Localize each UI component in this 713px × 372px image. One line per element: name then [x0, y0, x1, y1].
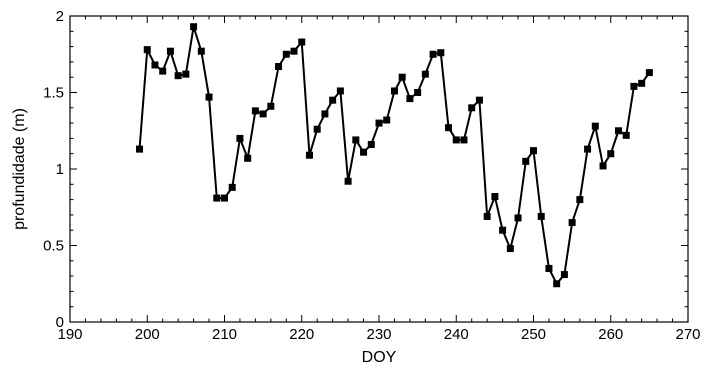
data-point [213, 194, 221, 202]
data-point [221, 194, 228, 202]
data-point [607, 150, 615, 158]
data-point [437, 49, 445, 57]
x-axis-label: DOY [362, 349, 397, 366]
data-point [136, 145, 144, 153]
data-point [599, 162, 607, 170]
data-point [568, 219, 576, 227]
data-point [166, 47, 174, 55]
data-point [228, 183, 236, 191]
data-point [236, 134, 244, 142]
data-point [151, 61, 159, 69]
data-point [267, 102, 275, 110]
data-point [614, 127, 622, 135]
data-point [491, 193, 499, 201]
data-point [537, 212, 545, 220]
series-group [136, 23, 653, 288]
data-point [205, 93, 213, 101]
data-point [475, 96, 483, 104]
data-point [390, 87, 398, 95]
data-point [522, 157, 530, 165]
data-point [298, 38, 306, 46]
data-point [174, 72, 182, 80]
data-point [499, 226, 507, 234]
x-tick-label: 220 [289, 326, 314, 343]
data-point [576, 196, 584, 204]
data-point [514, 214, 522, 222]
data-point [414, 89, 422, 96]
data-point [259, 110, 267, 118]
y-tick-label: 0 [56, 314, 64, 331]
data-point [275, 62, 283, 70]
y-axis: 0 0.5 1 1.5 2 [43, 8, 688, 331]
data-point [244, 154, 252, 162]
y-tick-label: 1.5 [43, 85, 64, 102]
data-point [398, 73, 406, 81]
x-tick-label: 200 [135, 326, 160, 343]
data-point [460, 136, 468, 144]
data-point [638, 79, 646, 87]
data-point [197, 47, 205, 55]
x-tick-label: 190 [57, 326, 82, 343]
data-point [305, 151, 313, 159]
data-point [545, 264, 553, 272]
data-point [584, 145, 592, 153]
data-point [182, 70, 190, 78]
y-tick-label: 0.5 [43, 238, 64, 255]
data-point [622, 131, 630, 139]
data-point [560, 271, 568, 279]
data-point [344, 177, 352, 185]
series-line [138, 25, 651, 285]
data-point [367, 141, 375, 149]
data-point [143, 46, 151, 54]
data-point [383, 116, 391, 124]
x-tick-label: 210 [212, 326, 237, 343]
data-point [375, 119, 383, 127]
data-point [429, 50, 437, 58]
y-axis-label: profundidade (m) [11, 108, 28, 230]
x-tick-label: 250 [521, 326, 546, 343]
data-point [329, 96, 337, 104]
data-point [421, 70, 429, 78]
data-point [290, 47, 298, 55]
x-tick-label: 270 [675, 326, 700, 343]
data-point [468, 104, 476, 112]
plot-area: 190 200 210 220 230 240 250 260 270 0 0.5 1 1.5 2 [43, 8, 700, 343]
data-point [406, 95, 414, 103]
data-point [321, 110, 329, 118]
data-point [360, 148, 368, 156]
data-point [445, 124, 453, 132]
data-point [251, 107, 259, 115]
x-tick-label: 260 [598, 326, 623, 343]
x-axis: 190 200 210 220 230 240 250 260 270 [57, 16, 701, 343]
data-point [452, 136, 460, 144]
data-point [282, 50, 290, 58]
y-tick-label: 1 [56, 161, 64, 178]
data-point [313, 125, 321, 133]
data-point [591, 122, 599, 130]
data-point [336, 87, 344, 95]
data-point [352, 136, 360, 144]
data-point [553, 280, 561, 288]
x-tick-label: 240 [444, 326, 469, 343]
x-tick-label: 230 [366, 326, 391, 343]
data-point [159, 67, 167, 75]
plot-frame [69, 15, 689, 323]
minor-ticks [70, 16, 688, 322]
data-point [506, 245, 514, 253]
data-point [483, 212, 491, 220]
data-point [190, 23, 198, 31]
y-tick-label: 2 [56, 8, 64, 25]
data-point [645, 69, 653, 77]
data-point [530, 147, 537, 155]
data-point [630, 82, 638, 90]
